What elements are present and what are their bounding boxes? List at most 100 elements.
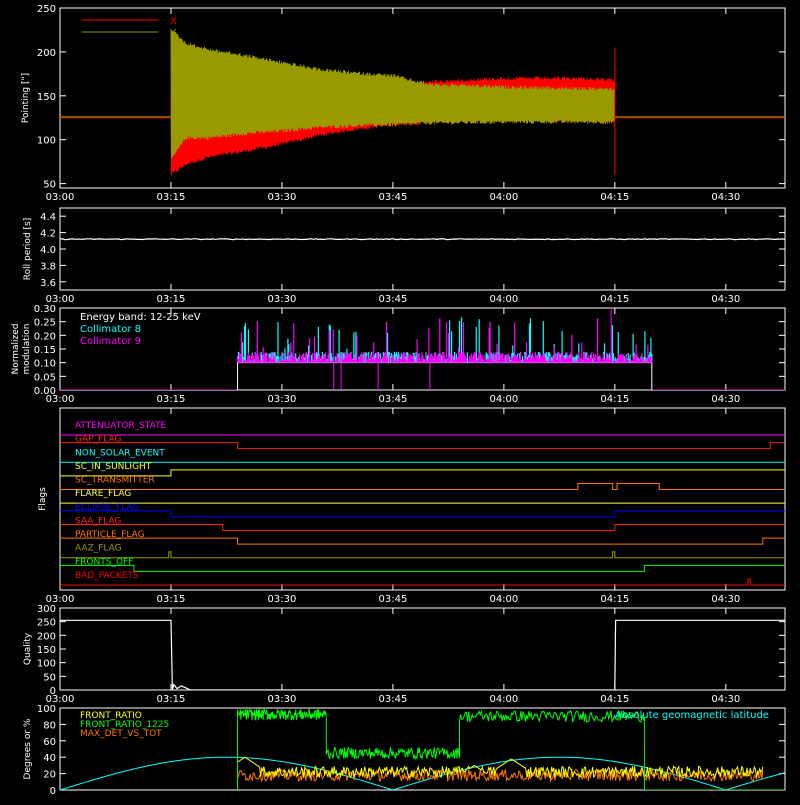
panel-4: 03:00 03:15 03:30 03:45 04:00 04:15 04:30 0 50 10… [23,604,786,705]
legend-label-Y: Y [169,28,177,39]
y-tick-label: 4.2 [40,229,56,240]
plot-body [60,434,785,586]
panel-2: 03:00 03:15 03:30 03:45 04:00 04:15 04:30 0.00 0… [11,304,786,405]
x-tick-label: 04:30 [711,394,740,405]
y-axis-label: Degrees or % [23,718,33,779]
panel-1: 03:00 03:15 03:30 03:45 04:00 04:15 04:30 3.6 3.… [23,207,786,305]
x-tick-label: 04:30 [711,694,740,705]
x-tick-label: 04:30 [711,294,740,305]
y-tick-label: 250 [37,4,56,15]
legend-label-0: FRONT_RATIO [80,711,142,721]
x-tick-label: 03:30 [268,294,297,305]
x-tick-label: 03:00 [46,594,75,605]
x-tick-label: 04:30 [711,192,740,203]
panel-0: 03:00 03:15 03:30 03:45 04:00 04:15 04:30 50 100… [21,4,786,203]
x-tick-label: 04:00 [489,294,518,305]
panel-5: 0 20 40 60 80 100 Degrees or % FRONT_RATIOFRONT… [23,704,786,797]
y-tick-label: 200 [37,48,56,59]
x-tick-label: 03:15 [157,394,186,405]
x-tick-label: 03:15 [157,192,186,203]
y-axis-label: Quality [23,632,33,665]
x-tick-label: 03:30 [268,694,297,705]
flag-label: BAD_PACKETS [75,571,139,581]
x-tick-label: 04:00 [489,192,518,203]
flag-label: GAP_FLAG [75,435,121,445]
plot-body [60,238,785,241]
flag-line [60,551,785,559]
x-tick-label: 03:45 [378,192,407,203]
y-tick-label: 3.6 [40,278,56,289]
y-tick-label: 0.10 [34,359,56,370]
plot-body [60,30,785,176]
annotation-energy-band: Energy band: 12-25 keV [80,312,201,323]
x-tick-label: 03:45 [378,394,407,405]
flag-label: SAA_FLAG [75,516,121,526]
y-tick-label: 0.05 [34,372,56,383]
flag-line [60,510,785,518]
x-tick-label: 03:00 [46,394,75,405]
y-tick-label: 0.15 [34,345,56,356]
y-tick-label: 0.00 [34,386,56,397]
x-tick-label: 03:00 [46,294,75,305]
plot-frame [59,707,786,791]
y-axis-label: Roll period [s] [23,218,33,280]
plot-frame [59,7,786,189]
legend-label-0: Collimator 8 [80,324,141,335]
x-tick-label: 03:15 [157,294,186,305]
y-tick-label: 300 [37,604,56,615]
x-tick-label: 03:15 [157,594,186,605]
x-tick-label: 03:45 [378,594,407,605]
y-tick-label: 0 [50,686,56,697]
x-tick-label: 04:00 [489,394,518,405]
x-tick-label: 04:15 [600,192,629,203]
plot-frame [59,207,786,291]
series-path-Y [170,30,616,159]
y-tick-label: 0.25 [34,318,56,329]
y-tick-label: 50 [43,672,56,683]
x-tick-label: 04:15 [600,594,629,605]
flag-label: PARTICLE_FLAG [75,530,145,540]
y-axis-label: Normalizedmodulation [11,323,32,374]
x-tick-label: 03:00 [46,192,75,203]
x-tick-label: 04:15 [600,394,629,405]
y-axis-label: Flags [38,487,48,511]
y-tick-label: 150 [37,92,56,103]
y-tick-label: 60 [43,737,56,748]
plot-frame [59,407,786,591]
y-tick-label: 0 [50,786,56,797]
y-tick-label: 100 [37,659,56,670]
x-tick-label: 04:15 [600,694,629,705]
roll-period-line [60,238,785,241]
y-tick-label: 100 [37,704,56,715]
y-axis-label: Pointing ["] [21,73,31,123]
flag-label: AAZ_FLAG [75,544,122,554]
legend-label-2: MAX_DET_VS_TOT [80,729,162,739]
y-tick-label: 0.30 [34,304,56,315]
y-tick-label: 250 [37,618,56,629]
flag-label: FRONTS_OFF [75,557,133,567]
y-tick-label: 3.8 [40,261,56,272]
flag-line [60,483,785,491]
y-tick-label: 0.20 [34,331,56,342]
y-tick-label: 80 [43,720,56,731]
x-tick-label: 03:45 [378,694,407,705]
x-tick-label: 04:30 [711,594,740,605]
flag-line [60,537,785,545]
quality-line [60,619,785,690]
x-tick-label: 03:45 [378,294,407,305]
modulation-series-1 [237,318,653,363]
x-tick-label: 03:30 [268,394,297,405]
y-tick-label: 4.0 [40,245,56,256]
legend-label-1: FRONT_RATIO_1225 [80,720,169,730]
x-tick-label: 03:00 [46,694,75,705]
x-tick-label: 04:15 [600,294,629,305]
modulation-outline [237,362,653,390]
flag-label: ECLIPSE_FLAG [75,503,139,513]
y-axis-label-line: Normalized [11,323,21,374]
flag-label: SC_TRANSMITTER [75,476,155,486]
x-tick-label: 03:30 [268,594,297,605]
y-axis-label-line: modulation [22,324,32,375]
legend-label-X: X [170,16,177,27]
annotation-latitude: Absolute geomagnetic latitude [615,710,769,721]
